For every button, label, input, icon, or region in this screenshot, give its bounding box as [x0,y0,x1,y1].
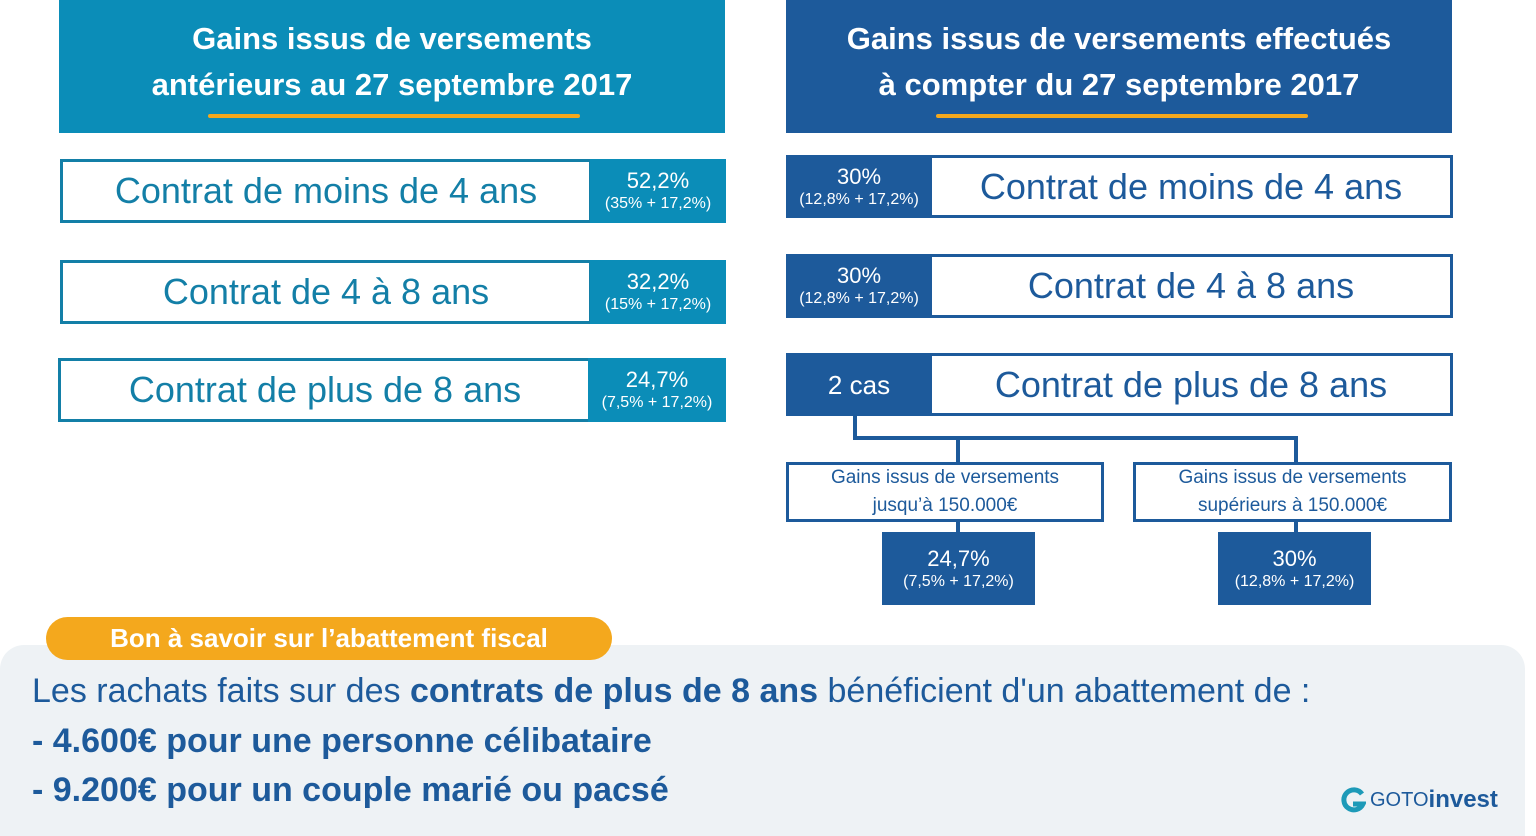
badge: 2 cas [786,353,932,416]
branch-line: supérieurs à 150.000€ [1197,495,1388,516]
right-header: Gains issus de versements effectués à co… [786,0,1452,133]
rate: 32,2% [626,269,690,294]
rate-detail: (12,8% + 17,2%) [799,190,919,208]
underline [936,114,1308,118]
rate-detail: (7,5% + 17,2%) [601,394,713,411]
underline [208,114,580,118]
branch-label: Gains issus de versements supérieurs à 15… [1133,462,1452,522]
branch-line: Gains issus de versements [830,467,1060,488]
header-line: antérieurs au 27 septembre 2017 [151,66,633,102]
row-label: Contrat de 4 à 8 ans [929,254,1453,318]
connector [853,416,1298,532]
rate: 30% [836,163,882,189]
rate-box: 32,2% (15% + 17,2%) [590,260,726,324]
left-header: Gains issus de versements antérieurs au … [59,0,725,133]
rate-box: 30% (12,8% + 17,2%) [1218,532,1371,605]
rate-detail: (35% + 17,2%) [604,195,712,212]
note-item: - 4.600€ pour une personne célibataire [32,722,652,760]
note-line: Les rachats faits sur des contrats de pl… [32,672,1310,711]
rate-box: 24,7% (7,5% + 17,2%) [882,532,1035,605]
rate-detail: (12,8% + 17,2%) [1234,572,1355,590]
logo-suffix: invest [1428,786,1498,813]
header-line: à compter du 27 septembre 2017 [878,66,1360,102]
note-tag: Bon à savoir sur l’abattement fiscal [46,617,612,660]
rate-box: 30% (12,8% + 17,2%) [786,254,932,318]
branch-line: jusqu’à 150.000€ [872,495,1018,516]
rate: 30% [1272,545,1317,571]
rate-box: 24,7% (7,5% + 17,2%) [588,358,726,422]
logo-prefix: GOTO [1370,788,1429,811]
note-emphasis: contrats de plus de 8 ans [409,672,819,710]
rate-detail: (7,5% + 17,2%) [903,572,1014,590]
note-panel [0,645,1525,836]
rate-detail: (12,8% + 17,2%) [799,290,919,307]
row-label: Contrat de moins de 4 ans [60,159,592,223]
rate-box: 30% (12,8% + 17,2%) [786,155,932,218]
branch-line: Gains issus de versements [1178,467,1407,488]
rate: 30% [836,263,882,288]
row-label: Contrat de plus de 8 ans [58,358,592,422]
header-line: Gains issus de versements [192,20,592,56]
note-item: - 9.200€ pour un couple marié ou pacsé [32,771,669,809]
rate: 52,2% [626,168,690,193]
note-text: bénéficient d'un abattement de : [818,672,1311,710]
logo: GOTO invest [1340,786,1498,814]
branch-label: Gains issus de versements jusqu’à 150.000… [786,462,1104,522]
rate: 24,7% [625,367,689,392]
header-line: Gains issus de versements effectués [846,20,1392,56]
row-label: Contrat de plus de 8 ans [929,353,1453,416]
rate-box: 52,2% (35% + 17,2%) [590,159,726,223]
logo-icon [1341,787,1366,813]
row-label: Contrat de moins de 4 ans [929,155,1453,218]
rate: 24,7% [927,545,990,571]
rate-detail: (15% + 17,2%) [604,296,712,313]
logo-g [1341,787,1366,813]
note-text: Les rachats faits sur des [32,672,410,710]
row-label: Contrat de 4 à 8 ans [60,260,592,324]
